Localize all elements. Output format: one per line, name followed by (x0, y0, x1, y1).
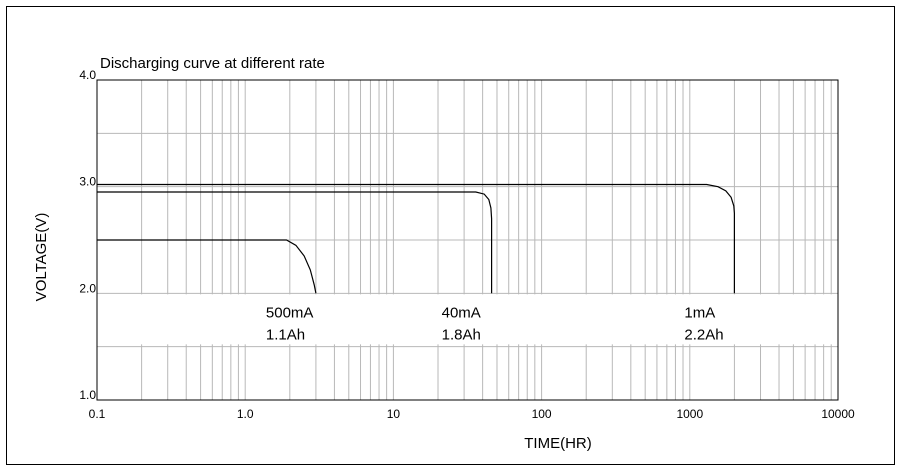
x-axis-label: TIME(HR) (524, 435, 592, 452)
series-capacity-label: 1.1Ah (266, 326, 305, 343)
y-tick-label: 3.0 (79, 175, 96, 189)
x-tick-label: 0.1 (89, 407, 106, 421)
chart-title: Discharging curve at different rate (100, 55, 325, 72)
y-axis-label: VOLTAGE(V) (33, 213, 50, 302)
x-tick-label: 1000 (676, 407, 703, 421)
series-rate-label: 500mA (266, 304, 314, 321)
y-tick-label: 2.0 (79, 281, 96, 295)
series-group (97, 185, 734, 294)
y-tick-label: 1.0 (79, 388, 96, 402)
series-line-0 (97, 240, 316, 293)
label-strip: 500mA 1.1Ah 40mA 1.8Ah 1mA 2.2Ah (98, 294, 837, 344)
outer-border (7, 7, 895, 465)
x-tick-label: 1.0 (237, 407, 254, 421)
x-tick-label: 10 (387, 407, 401, 421)
y-tick-label: 4.0 (79, 68, 96, 82)
series-capacity-label: 2.2Ah (684, 326, 723, 343)
x-tick-label: 100 (532, 407, 552, 421)
series-rate-label: 1mA (684, 304, 715, 321)
x-tick-label: 10000 (821, 407, 855, 421)
series-capacity-label: 1.8Ah (442, 326, 481, 343)
series-line-1 (97, 192, 492, 293)
series-line-2 (97, 185, 734, 294)
series-rate-label: 40mA (442, 304, 481, 321)
tick-labels: 0.1 1.0 10 100 1000 10000 1.0 2.0 3.0 4.0 (79, 68, 855, 421)
